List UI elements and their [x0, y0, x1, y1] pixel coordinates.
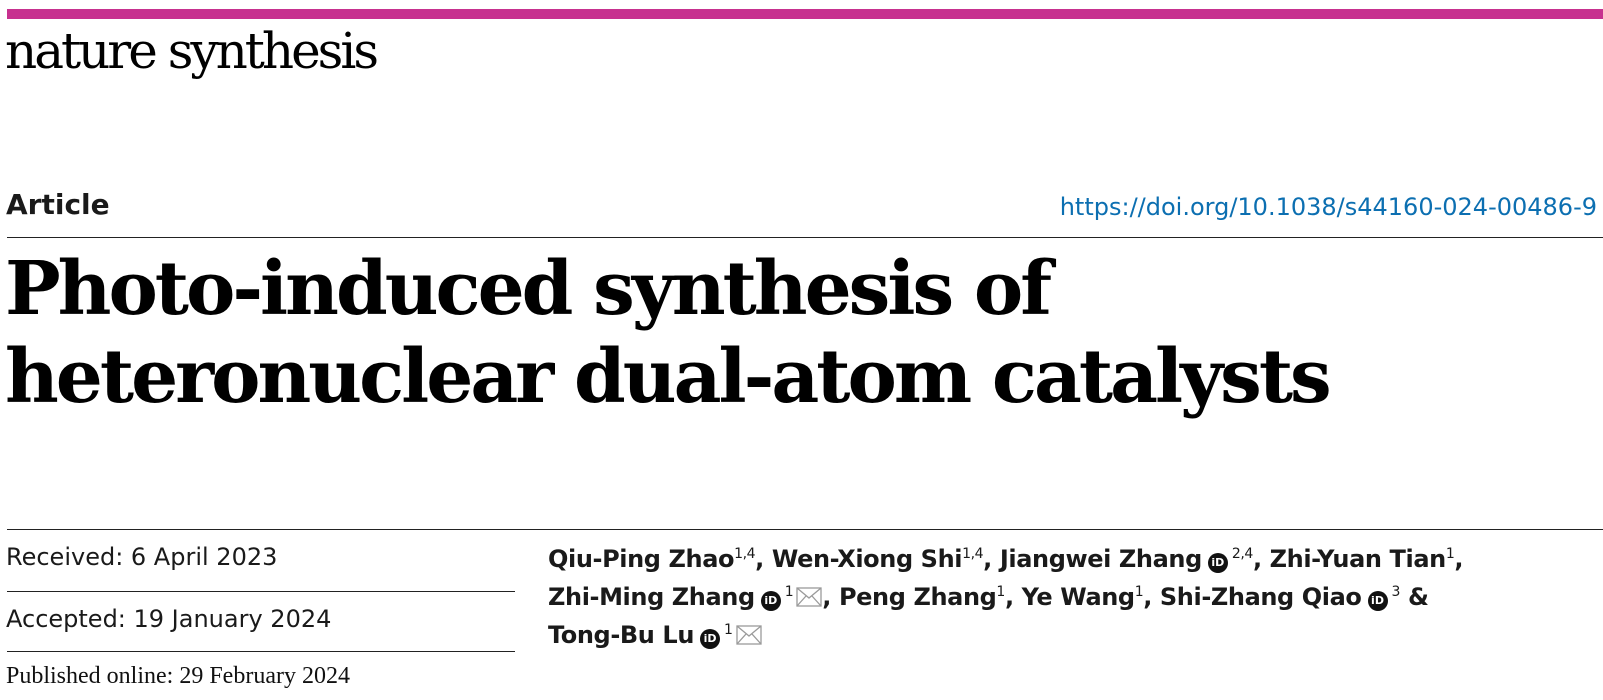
author-name[interactable]: Qiu-Ping Zhao — [548, 545, 735, 573]
author-name[interactable]: Zhi-Yuan Tian — [1269, 545, 1447, 573]
affiliation-marker[interactable]: 1,4 — [734, 546, 756, 562]
accepted-date: Accepted: 19 January 2024 — [6, 605, 332, 633]
orcid-icon[interactable]: iD — [1367, 591, 1388, 611]
doi-link[interactable]: https://doi.org/10.1038/s44160-024-00486… — [1059, 193, 1597, 221]
author[interactable]: Peng Zhang1 — [839, 583, 1005, 611]
orcid-icon[interactable]: iD — [1207, 553, 1228, 573]
author-name[interactable]: Wen-Xiong Shi — [771, 545, 963, 573]
accepted-divider — [7, 651, 515, 652]
orcid-icon[interactable]: iD — [760, 591, 781, 611]
envelope-icon[interactable] — [735, 625, 762, 645]
envelope-icon[interactable] — [796, 587, 822, 607]
affiliation-marker[interactable]: 1,4 — [962, 546, 984, 562]
author-name[interactable]: Zhi-Ming Zhang — [548, 583, 755, 611]
affiliation-marker[interactable]: 1 — [1134, 584, 1144, 600]
author-name[interactable]: Jiangwei Zhang — [999, 545, 1202, 573]
author[interactable]: Zhi-Yuan Tian1 — [1270, 545, 1455, 573]
affiliation-marker[interactable]: 1 — [1445, 546, 1455, 562]
author[interactable]: Wen-Xiong Shi1,4 — [771, 545, 984, 573]
affiliation-marker[interactable]: 1 — [724, 622, 733, 638]
author[interactable]: Shi-Zhang Qiao iD3 — [1160, 583, 1400, 611]
affiliation-marker[interactable]: 1 — [784, 584, 794, 600]
author[interactable]: Qiu-Ping Zhao1,4 — [548, 545, 756, 573]
meta-divider — [7, 529, 1603, 530]
article-title: Photo-induced synthesis of heteronuclear… — [5, 246, 1332, 420]
affiliation-marker[interactable]: 2,4 — [1231, 546, 1253, 562]
article-type: Article — [6, 188, 110, 221]
author-name[interactable]: Shi-Zhang Qiao — [1159, 583, 1362, 611]
affiliation-marker[interactable]: 3 — [1391, 584, 1401, 600]
affiliation-marker[interactable]: 1 — [996, 584, 1005, 600]
author[interactable]: Ye Wang1 — [1022, 583, 1144, 611]
author[interactable]: Tong-Bu Lu iD1 — [548, 621, 762, 649]
received-date: Received: 6 April 2023 — [6, 543, 278, 571]
author[interactable]: Jiangwei Zhang iD2,4 — [1000, 545, 1253, 573]
journal-accent-bar — [7, 9, 1603, 19]
orcid-icon[interactable]: iD — [700, 629, 721, 649]
journal-logo[interactable]: nature synthesis — [5, 22, 379, 80]
author[interactable]: Zhi-Ming Zhang iD1 — [548, 583, 822, 611]
author-name[interactable]: Peng Zhang — [838, 583, 997, 611]
published-date: Published online: 29 February 2024 — [6, 663, 350, 689]
header-divider — [7, 237, 1603, 238]
author-list: Qiu-Ping Zhao1,4, Wen-Xiong Shi1,4, Jian… — [548, 545, 1464, 649]
received-divider — [7, 591, 515, 592]
author-name[interactable]: Ye Wang — [1021, 583, 1135, 611]
author-name[interactable]: Tong-Bu Lu — [548, 621, 695, 649]
